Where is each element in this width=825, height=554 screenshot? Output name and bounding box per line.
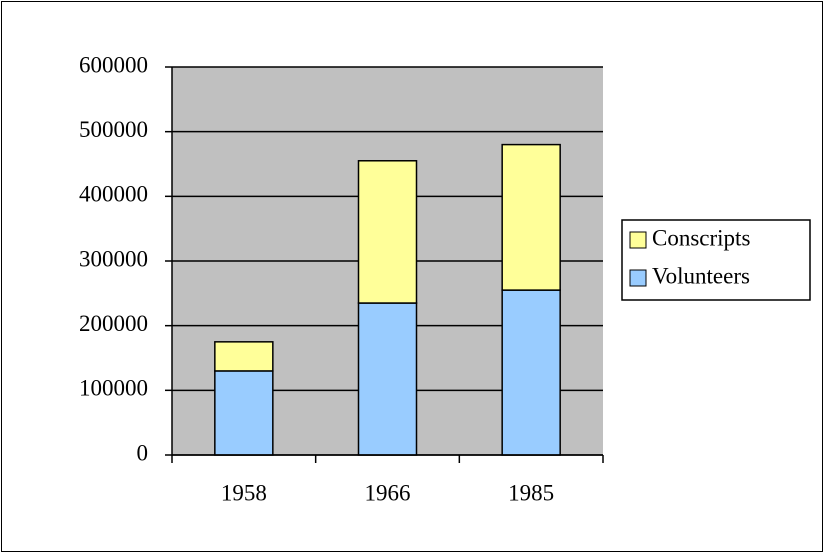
bar-segment: [501, 289, 561, 456]
x-tick-label: 1985: [508, 480, 554, 505]
legend-swatch: [629, 269, 647, 287]
bar-segment: [214, 370, 274, 456]
y-tick-label: 200000: [79, 311, 148, 336]
bar-segment: [357, 160, 418, 304]
y-tick-label: 100000: [79, 376, 148, 401]
bar-segment: [214, 341, 274, 372]
y-tick-label: 600000: [79, 52, 148, 77]
y-tick-label: 300000: [79, 246, 148, 271]
y-tick-label: 400000: [79, 182, 148, 207]
y-tick-label: 500000: [79, 117, 148, 142]
x-tick-label: 1958: [221, 480, 267, 505]
legend-label: Volunteers: [652, 263, 750, 288]
legend-label: Conscripts: [652, 225, 750, 250]
x-tick-label: 1966: [365, 480, 411, 505]
bar-segment: [357, 302, 418, 456]
bar-segment: [501, 143, 561, 291]
legend-box: [621, 219, 811, 301]
y-tick-label: 0: [137, 440, 149, 465]
legend-swatch: [629, 231, 647, 249]
